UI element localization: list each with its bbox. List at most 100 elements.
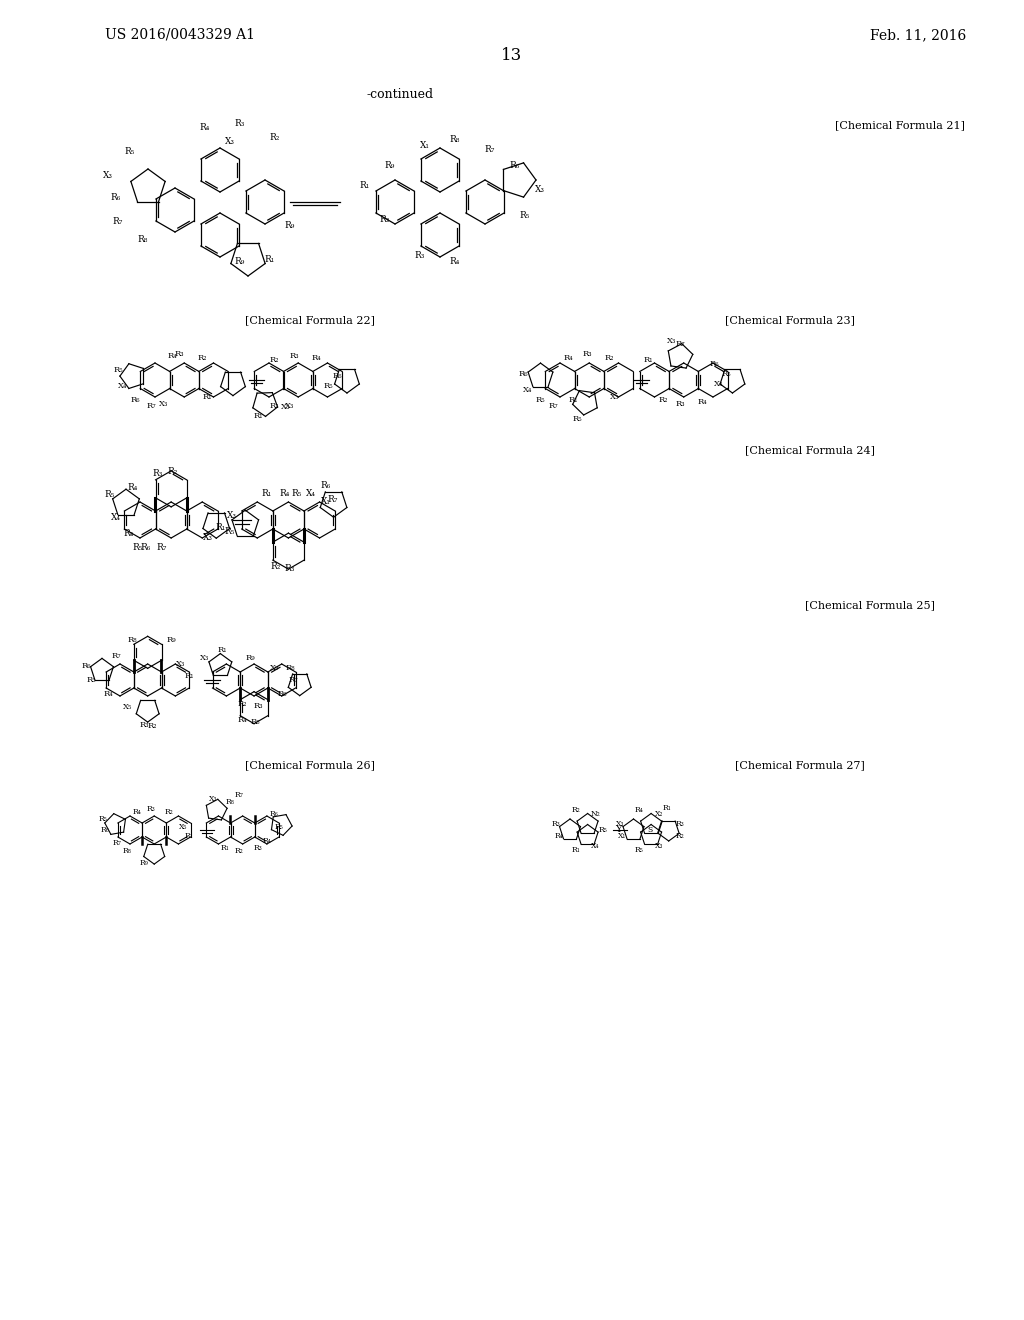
Text: R₆: R₆ xyxy=(82,661,91,669)
Text: X₃: X₃ xyxy=(159,400,168,408)
Text: R₂: R₂ xyxy=(269,355,279,363)
Text: N₂: N₂ xyxy=(591,809,600,817)
Text: R₇: R₇ xyxy=(113,218,123,227)
Text: US 2016/0043329 A1: US 2016/0043329 A1 xyxy=(105,28,255,42)
Text: R₃: R₃ xyxy=(146,805,156,813)
Text: R₇: R₇ xyxy=(236,791,244,799)
Text: [Chemical Formula 26]: [Chemical Formula 26] xyxy=(245,760,375,770)
Text: R₇: R₇ xyxy=(549,401,558,409)
Text: R₈: R₈ xyxy=(450,136,460,144)
Text: R₅: R₅ xyxy=(86,676,96,684)
Text: R₅: R₅ xyxy=(520,210,530,219)
Text: R₂: R₂ xyxy=(238,700,247,708)
Text: R₅: R₅ xyxy=(224,527,234,536)
Text: R₂: R₂ xyxy=(269,132,281,141)
Text: R₅: R₅ xyxy=(292,488,302,498)
Text: X₁: X₁ xyxy=(321,498,331,507)
Text: X₄: X₄ xyxy=(306,488,316,498)
Text: R₁: R₁ xyxy=(184,672,194,680)
Text: R₄: R₄ xyxy=(238,715,247,723)
Text: R₃: R₃ xyxy=(254,702,263,710)
Text: R₉: R₉ xyxy=(385,161,395,169)
Text: R₅: R₅ xyxy=(132,543,142,552)
Text: X₃: X₃ xyxy=(176,660,185,668)
Text: R₄: R₄ xyxy=(697,399,707,407)
Text: R₅: R₅ xyxy=(104,490,115,499)
Text: R₃: R₃ xyxy=(285,564,295,573)
Text: 13: 13 xyxy=(502,46,522,63)
Text: [Chemical Formula 25]: [Chemical Formula 25] xyxy=(805,601,935,610)
Text: X₅: X₅ xyxy=(123,704,133,711)
Text: R₆: R₆ xyxy=(270,809,279,817)
Text: R₇: R₇ xyxy=(112,652,121,660)
Text: X₂: X₂ xyxy=(654,809,663,817)
Text: R₆: R₆ xyxy=(519,370,528,378)
Text: R₉: R₉ xyxy=(285,220,295,230)
Text: X₅: X₅ xyxy=(179,822,187,830)
Text: R₃: R₃ xyxy=(234,119,245,128)
Text: X₃: X₃ xyxy=(282,403,291,412)
Text: R₁: R₁ xyxy=(218,645,227,653)
Text: R₂: R₂ xyxy=(658,396,668,404)
Text: R₃: R₃ xyxy=(675,821,684,829)
Text: R₂: R₂ xyxy=(270,562,281,572)
Text: X₄: X₄ xyxy=(523,387,532,395)
Text: R₇: R₇ xyxy=(289,676,298,684)
Text: X₃: X₃ xyxy=(204,533,213,543)
Text: R₅: R₅ xyxy=(114,366,124,374)
Text: R₁: R₁ xyxy=(571,846,580,854)
Text: R₄: R₄ xyxy=(124,529,134,539)
Text: R₅: R₅ xyxy=(274,822,283,830)
Text: X₃: X₃ xyxy=(654,842,663,850)
Text: R₂: R₂ xyxy=(380,215,390,224)
Text: R₉: R₉ xyxy=(246,655,255,663)
Text: R₂: R₂ xyxy=(167,467,177,477)
Text: R₇: R₇ xyxy=(146,401,156,409)
Text: R₁: R₁ xyxy=(261,488,271,498)
Text: R₈: R₈ xyxy=(225,799,234,807)
Text: R₂: R₂ xyxy=(198,354,207,362)
Text: R₁: R₁ xyxy=(254,412,263,420)
Text: R₄: R₄ xyxy=(128,483,138,492)
Text: R₆: R₆ xyxy=(278,690,287,698)
Text: R₁: R₁ xyxy=(569,396,579,404)
Text: R₂: R₂ xyxy=(165,808,174,816)
Text: R₅: R₅ xyxy=(324,383,333,391)
Text: R₂: R₂ xyxy=(147,722,157,730)
Text: R₄: R₄ xyxy=(563,354,573,362)
Text: R₂: R₂ xyxy=(571,807,580,814)
Text: X₃: X₃ xyxy=(609,393,620,401)
Text: X₁: X₁ xyxy=(420,140,430,149)
Text: R₁: R₁ xyxy=(184,832,194,840)
Text: X₃: X₃ xyxy=(535,186,545,194)
Text: X₃: X₃ xyxy=(225,137,234,147)
Text: R₉: R₉ xyxy=(139,859,148,867)
Text: R₁: R₁ xyxy=(643,355,652,363)
Text: R₇: R₇ xyxy=(157,543,167,552)
Text: R₄: R₄ xyxy=(555,832,563,840)
Text: X₃: X₃ xyxy=(209,795,217,803)
Text: R₈: R₈ xyxy=(128,636,137,644)
Text: R₄: R₄ xyxy=(450,257,460,267)
Text: R₂: R₂ xyxy=(269,401,279,409)
Text: X₄: X₄ xyxy=(591,842,599,850)
Text: R₃: R₃ xyxy=(290,352,299,360)
Text: R₈: R₈ xyxy=(138,235,148,244)
Text: R₇: R₇ xyxy=(328,495,338,503)
Text: R₆: R₆ xyxy=(140,543,151,552)
Text: R₆: R₆ xyxy=(510,161,520,169)
Text: R₃: R₃ xyxy=(253,845,262,853)
Text: R₁: R₁ xyxy=(221,845,229,853)
Text: R₆: R₆ xyxy=(131,396,140,404)
Text: X₄: X₄ xyxy=(112,512,121,521)
Text: [Chemical Formula 27]: [Chemical Formula 27] xyxy=(735,760,865,770)
Text: R₄: R₄ xyxy=(311,354,322,362)
Text: R₉: R₉ xyxy=(166,636,176,644)
Text: R₄: R₄ xyxy=(200,124,210,132)
Text: X₃: X₃ xyxy=(103,170,113,180)
Text: R₁: R₁ xyxy=(663,804,671,812)
Text: R₇: R₇ xyxy=(484,145,496,154)
Text: X₁: X₁ xyxy=(618,832,627,840)
Text: R₂: R₂ xyxy=(604,354,614,362)
Text: R₆: R₆ xyxy=(332,372,342,380)
